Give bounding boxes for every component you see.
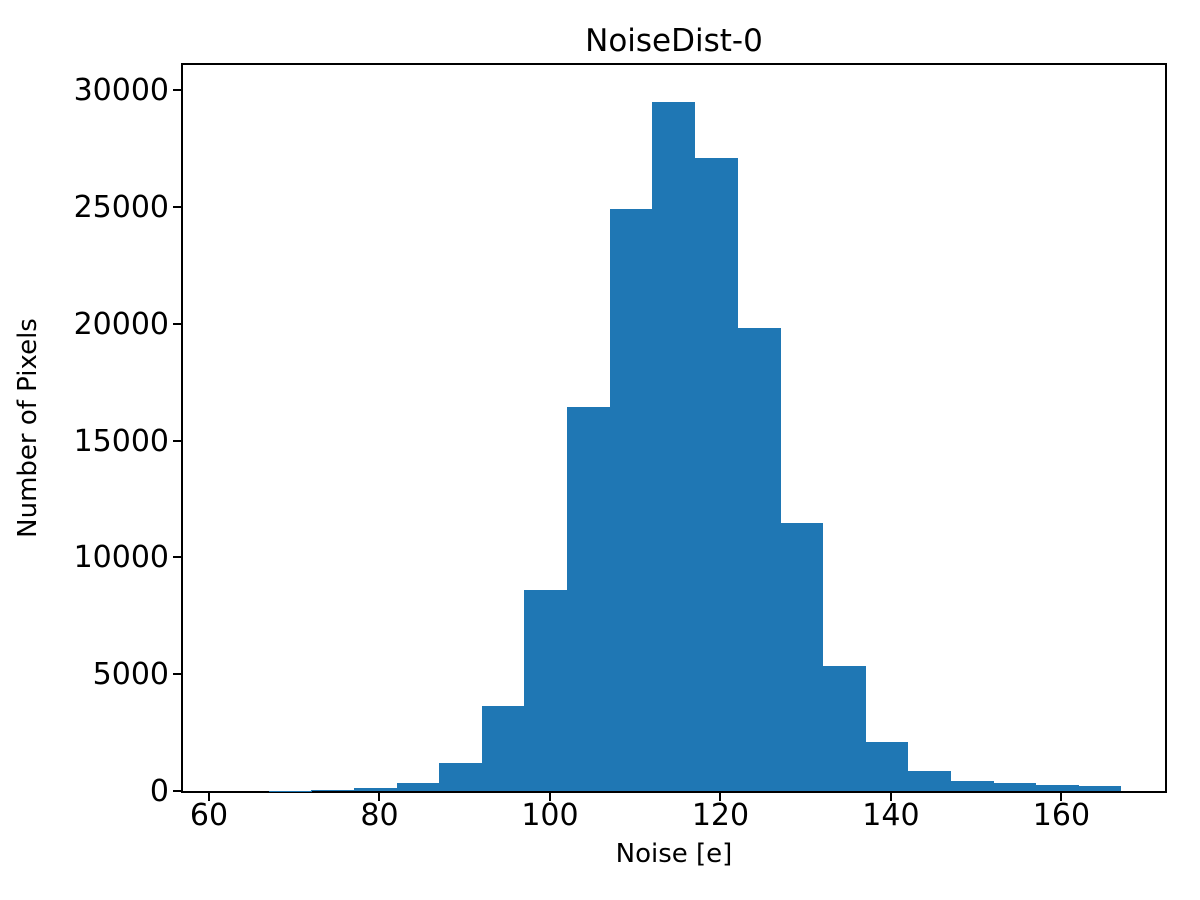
x-tick-label: 60: [189, 798, 229, 833]
histogram-bar: [396, 783, 440, 791]
x-tick-mark: [719, 793, 722, 801]
plot-area: [181, 63, 1167, 793]
x-tick-label: 160: [1032, 798, 1091, 833]
x-tick-mark: [548, 793, 551, 801]
histogram-bar: [737, 327, 781, 791]
histogram-bar: [481, 705, 525, 791]
y-tick-mark: [173, 673, 181, 676]
histogram-bar: [353, 787, 397, 791]
chart-title: NoiseDist-0: [585, 23, 763, 59]
y-tick-label: 0: [149, 774, 169, 809]
y-tick-mark: [173, 89, 181, 92]
histogram-bar: [694, 158, 738, 791]
histogram-bar: [993, 783, 1037, 791]
y-tick-label: 25000: [73, 190, 169, 226]
histogram-bar: [609, 208, 653, 791]
x-tick-mark: [1060, 793, 1063, 801]
y-tick-label: 5000: [92, 657, 169, 693]
histogram-bar: [1078, 785, 1122, 791]
x-axis-label: Noise [e]: [615, 839, 733, 869]
x-tick-label: 120: [691, 798, 750, 833]
histogram-bar: [780, 522, 824, 791]
y-tick-label: 15000: [73, 423, 169, 459]
histogram-bar: [567, 406, 611, 791]
x-tick-mark: [207, 793, 210, 801]
y-tick-label: 20000: [73, 306, 169, 342]
histogram-bar: [865, 741, 909, 791]
histogram-bar: [1035, 785, 1079, 791]
x-tick-mark: [378, 793, 381, 801]
histogram-bar: [524, 589, 568, 791]
x-tick-label: 80: [360, 798, 399, 833]
y-tick-label: 10000: [73, 540, 169, 576]
histogram-bar: [822, 666, 866, 791]
y-tick-mark: [173, 439, 181, 442]
histogram-bar: [311, 789, 355, 791]
histogram-bar: [907, 771, 951, 791]
y-tick-mark: [173, 322, 181, 325]
x-tick-label: 140: [862, 798, 920, 833]
histogram-bar: [950, 780, 994, 791]
y-tick-mark: [173, 206, 181, 209]
x-tick-label: 100: [521, 798, 579, 833]
y-tick-mark: [173, 556, 181, 559]
y-axis-label: Number of Pixels: [13, 318, 43, 538]
y-tick-mark: [173, 790, 181, 792]
x-tick-mark: [889, 793, 892, 801]
y-tick-label: 30000: [73, 73, 169, 109]
histogram-bar: [652, 102, 696, 791]
histogram-bar: [439, 762, 483, 791]
